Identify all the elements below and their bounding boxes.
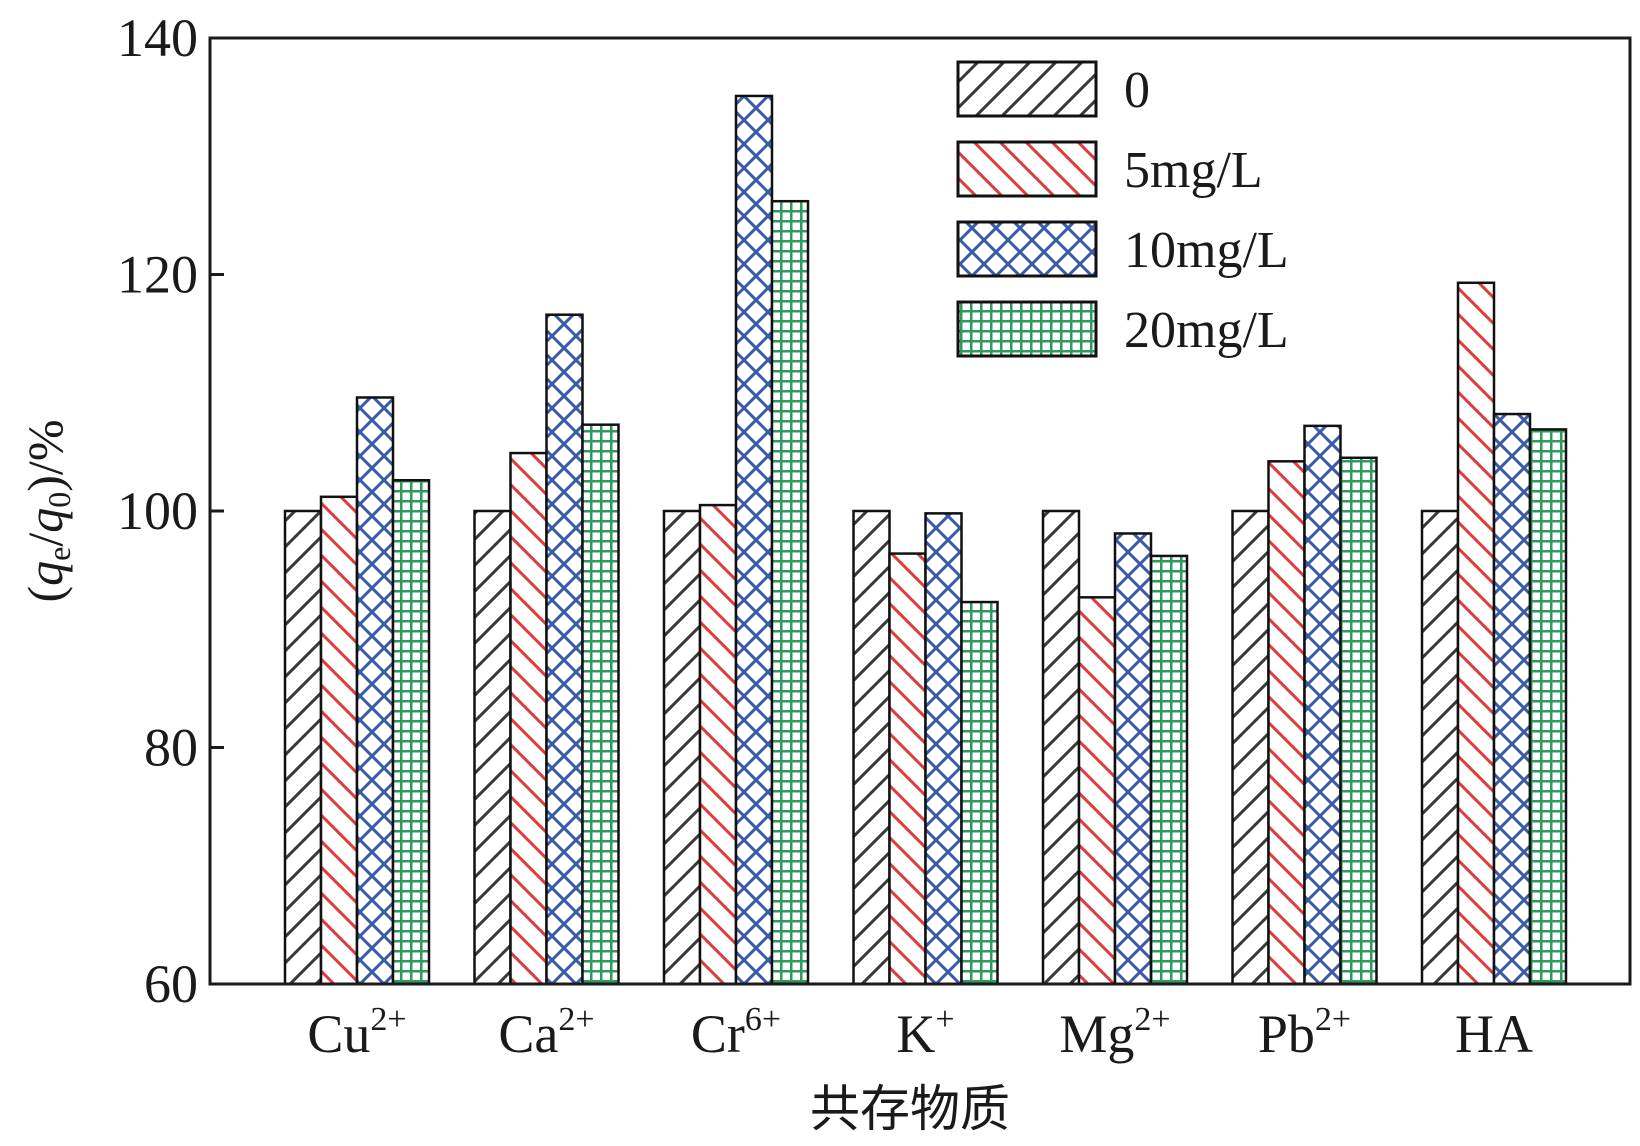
y-axis-title-q1: q	[17, 561, 73, 586]
legend-swatch	[956, 60, 1098, 118]
legend-label: 20mg/L	[1124, 302, 1289, 359]
x-tick-label: K+	[896, 1001, 954, 1064]
bar-0-2	[662, 509, 702, 986]
bar-2-5	[1303, 424, 1342, 986]
y-axis-title-sub1: e	[41, 547, 77, 561]
y-axis-title-slash: /	[17, 533, 73, 547]
legend: 0 5mg/L 10mg/L 20mg/L	[956, 60, 1289, 359]
bar-3-6	[1528, 428, 1568, 986]
x-tick-label: HA	[1455, 1004, 1533, 1064]
y-tick-label: 140	[117, 8, 198, 68]
bar-0-3	[852, 509, 891, 986]
y-axis-title-open: (	[17, 586, 73, 603]
bar-3-4	[1149, 554, 1189, 986]
y-axis-title: (qe/q0)/%	[17, 420, 77, 603]
bar-1-3	[888, 552, 927, 986]
bar-2-1	[545, 313, 584, 986]
y-tick-label: 80	[144, 718, 198, 778]
x-tick-label: Cu2+	[307, 1001, 406, 1064]
bar-1-5	[1267, 460, 1306, 986]
bar-2-2	[734, 94, 774, 986]
x-axis-title: 共存物质	[810, 1081, 1010, 1137]
bar-0-4	[1041, 509, 1081, 986]
bar-2-3	[924, 512, 963, 986]
y-axis-title-q2: q	[17, 508, 73, 533]
y-axis: 60 80 100 120 140	[117, 8, 224, 1014]
bar-1-4	[1077, 596, 1117, 986]
legend-swatch	[956, 220, 1098, 278]
bar-1-6	[1456, 281, 1496, 986]
bar-3-0	[391, 479, 431, 986]
bar-2-0	[355, 396, 395, 986]
y-axis-title-close: )/%	[17, 420, 73, 492]
legend-swatch	[956, 300, 1098, 358]
legend-swatch	[956, 140, 1098, 198]
y-tick-label: 120	[117, 245, 198, 305]
bar-0-1	[473, 509, 512, 986]
legend-label: 5mg/L	[1124, 142, 1263, 199]
y-axis-title-sub2: 0	[41, 492, 77, 508]
bar-3-5	[1339, 456, 1378, 986]
y-tick-label: 100	[117, 481, 198, 541]
bar-2-6	[1492, 412, 1532, 986]
legend-label: 10mg/L	[1124, 222, 1289, 279]
y-tick-label: 60	[144, 954, 198, 1014]
bar-3-2	[770, 199, 810, 986]
x-axis: Cu2+ Ca2+ Cr6+ K+ Mg2+ Pb2+ HA	[307, 1001, 1533, 1064]
x-tick-label: Mg2+	[1059, 1001, 1170, 1064]
bar-0-6	[1420, 509, 1460, 986]
bar-3-3	[960, 600, 999, 986]
bar-1-0	[319, 495, 359, 986]
bars-layer	[283, 94, 1568, 986]
x-tick-label: Pb2+	[1258, 1001, 1351, 1064]
x-tick-label: Cr6+	[691, 1001, 781, 1064]
bar-1-2	[698, 503, 738, 986]
bar-3-1	[581, 423, 620, 986]
bar-2-4	[1113, 532, 1153, 986]
bar-0-0	[283, 509, 323, 986]
bar-0-5	[1231, 509, 1270, 986]
bar-1-1	[509, 451, 548, 986]
x-tick-label: Ca2+	[498, 1001, 594, 1064]
legend-label: 0	[1124, 62, 1150, 119]
